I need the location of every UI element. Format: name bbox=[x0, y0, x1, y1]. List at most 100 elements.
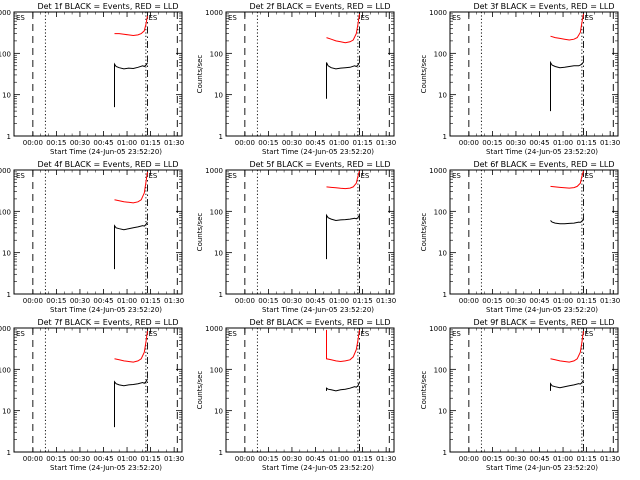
x-tick-label: 00:15 bbox=[482, 455, 502, 463]
x-tick-label: 00:00 bbox=[459, 455, 479, 463]
x-axis-title: Start Time (24-Jun-05 23:52:20) bbox=[50, 148, 162, 156]
x-tick-label: 01:00 bbox=[117, 455, 137, 463]
x-tick-label: 01:15 bbox=[141, 455, 161, 463]
corner-label-left: ES bbox=[228, 172, 237, 180]
x-tick-label: 00:30 bbox=[70, 297, 90, 305]
plot-frame bbox=[13, 169, 183, 295]
plot-frame bbox=[225, 169, 395, 295]
plot-frame bbox=[13, 11, 183, 137]
x-tick-label: 01:00 bbox=[553, 139, 573, 147]
plot-frame bbox=[449, 11, 619, 137]
y-tick-label: 100 bbox=[210, 208, 223, 216]
x-tick-label: 01:15 bbox=[577, 139, 597, 147]
x-tick-label: 01:15 bbox=[353, 455, 373, 463]
panel-det-4: Det 4f BLACK = Events, RED = LLD 1 10 100 10… bbox=[0, 160, 184, 314]
y-tick-label: 1 bbox=[7, 133, 11, 141]
x-tick-label: 00:00 bbox=[235, 455, 255, 463]
x-tick-label: 01:30 bbox=[164, 455, 184, 463]
y-axis-title: Counts/sec bbox=[196, 55, 204, 94]
y-tick-label: 1000 bbox=[0, 9, 11, 17]
panel-det-2: Det 2f BLACK = Events, RED = LLD 1 10 100 10… bbox=[196, 2, 396, 156]
y-tick-label: 1000 bbox=[429, 9, 447, 17]
plot-frame bbox=[225, 11, 395, 137]
y-axis-title: Counts/sec bbox=[420, 371, 428, 410]
x-tick-label: 01:15 bbox=[577, 455, 597, 463]
series-events bbox=[114, 221, 148, 270]
x-tick-label: 00:30 bbox=[282, 139, 302, 147]
y-tick-label: 1 bbox=[219, 133, 223, 141]
y-axis-title: Counts/sec bbox=[196, 213, 204, 252]
x-tick-label: 00:00 bbox=[235, 297, 255, 305]
x-tick-label: 00:15 bbox=[46, 139, 66, 147]
x-tick-label: 00:30 bbox=[506, 297, 526, 305]
x-tick-label: 01:15 bbox=[141, 297, 161, 305]
y-tick-label: 100 bbox=[0, 366, 11, 374]
y-tick-label: 10 bbox=[438, 92, 447, 100]
plot-frame bbox=[13, 327, 183, 453]
x-tick-label: 00:00 bbox=[235, 139, 255, 147]
x-tick-label: 00:15 bbox=[482, 139, 502, 147]
y-tick-label: 1000 bbox=[0, 325, 11, 333]
x-tick-label: 01:15 bbox=[353, 297, 373, 305]
x-tick-label: 01:00 bbox=[329, 139, 349, 147]
corner-label-right: ES bbox=[148, 14, 157, 22]
x-tick-label: 00:15 bbox=[258, 139, 278, 147]
y-tick-label: 1 bbox=[219, 291, 223, 299]
series-lld bbox=[326, 170, 360, 190]
y-tick-label: 1 bbox=[443, 449, 447, 457]
x-tick-label: 00:45 bbox=[529, 297, 549, 305]
x-tick-label: 00:45 bbox=[93, 297, 113, 305]
x-tick-label: 00:45 bbox=[529, 139, 549, 147]
panel-det-9: Det 9f BLACK = Events, RED = LLD 1 10 100 10… bbox=[420, 318, 620, 472]
y-tick-label: 1 bbox=[443, 291, 447, 299]
y-tick-label: 1000 bbox=[205, 9, 223, 17]
x-tick-label: 01:30 bbox=[376, 297, 396, 305]
panel-title: Det 7f BLACK = Events, RED = LLD bbox=[37, 318, 178, 327]
x-tick-label: 01:30 bbox=[376, 139, 396, 147]
corner-label-left: ES bbox=[452, 172, 461, 180]
x-tick-label: 01:30 bbox=[164, 139, 184, 147]
plot-frame bbox=[449, 169, 619, 295]
y-tick-label: 10 bbox=[2, 250, 11, 258]
series-events bbox=[550, 379, 584, 391]
x-tick-label: 01:30 bbox=[600, 139, 620, 147]
x-tick-label: 01:15 bbox=[141, 139, 161, 147]
panel-det-1: Det 1f BLACK = Events, RED = LLD 1 10 100 10… bbox=[0, 2, 184, 156]
x-tick-label: 00:30 bbox=[506, 139, 526, 147]
corner-label-right: ES bbox=[584, 172, 593, 180]
series-events bbox=[326, 382, 360, 392]
x-axis-title: Start Time (24-Jun-05 23:52:20) bbox=[486, 464, 598, 472]
x-axis-title: Start Time (24-Jun-05 23:52:20) bbox=[50, 306, 162, 314]
x-tick-label: 01:15 bbox=[353, 139, 373, 147]
panel-title: Det 9f BLACK = Events, RED = LLD bbox=[473, 318, 614, 327]
x-tick-label: 01:00 bbox=[117, 139, 137, 147]
corner-label-right: ES bbox=[584, 330, 593, 338]
plot-frame bbox=[449, 327, 619, 453]
corner-label-left: ES bbox=[16, 14, 25, 22]
panel-title: Det 8f BLACK = Events, RED = LLD bbox=[249, 318, 390, 327]
series-events bbox=[550, 60, 584, 112]
corner-label-left: ES bbox=[16, 330, 25, 338]
series-events bbox=[550, 218, 584, 225]
x-tick-label: 00:15 bbox=[46, 297, 66, 305]
x-tick-label: 00:00 bbox=[23, 139, 43, 147]
series-events bbox=[326, 62, 360, 99]
x-tick-label: 00:15 bbox=[258, 297, 278, 305]
x-tick-label: 00:15 bbox=[258, 455, 278, 463]
y-axis-title: Counts/sec bbox=[420, 213, 428, 252]
x-axis-title: Start Time (24-Jun-05 23:52:20) bbox=[262, 306, 374, 314]
corner-label-left: ES bbox=[228, 330, 237, 338]
x-tick-label: 01:15 bbox=[577, 297, 597, 305]
corner-label-left: ES bbox=[228, 14, 237, 22]
panel-title: Det 6f BLACK = Events, RED = LLD bbox=[473, 160, 614, 169]
corner-label-right: ES bbox=[148, 330, 157, 338]
y-tick-label: 100 bbox=[0, 208, 11, 216]
x-tick-label: 00:00 bbox=[23, 297, 43, 305]
panel-det-7: Det 7f BLACK = Events, RED = LLD 1 10 100 10… bbox=[0, 318, 184, 472]
y-tick-label: 1 bbox=[443, 133, 447, 141]
corner-label-right: ES bbox=[360, 172, 369, 180]
x-tick-label: 00:30 bbox=[70, 455, 90, 463]
x-axis-title: Start Time (24-Jun-05 23:52:20) bbox=[262, 148, 374, 156]
y-tick-label: 10 bbox=[214, 250, 223, 258]
